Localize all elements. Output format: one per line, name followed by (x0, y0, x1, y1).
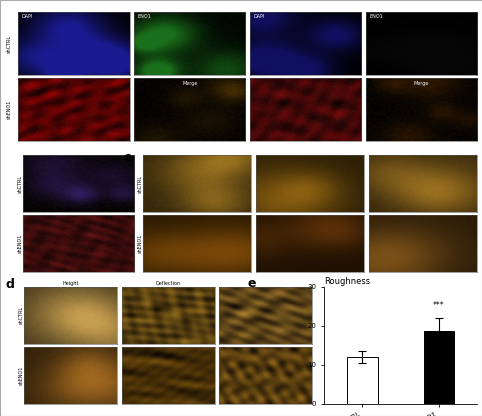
Text: ENO1: ENO1 (137, 15, 151, 20)
Text: d: d (6, 278, 15, 291)
Text: c: c (124, 151, 131, 164)
Y-axis label: shCTRL: shCTRL (19, 306, 24, 324)
Text: Roughness: Roughness (324, 277, 370, 286)
Y-axis label: shCTRL: shCTRL (17, 175, 23, 193)
Bar (424, 332, 454, 404)
Y-axis label: shENO1: shENO1 (19, 365, 24, 385)
Title: Height: Height (63, 281, 79, 286)
Text: shCTRL: shCTRL (7, 35, 12, 53)
Bar (347, 357, 377, 404)
Text: Merge: Merge (414, 82, 429, 87)
Text: shENO1: shENO1 (7, 100, 12, 119)
Text: DAPI: DAPI (254, 15, 265, 20)
Y-axis label: shCTRL: shCTRL (138, 175, 143, 193)
Text: DAPI: DAPI (22, 15, 33, 20)
Text: Merge: Merge (182, 82, 198, 87)
Y-axis label: shENO1: shENO1 (138, 234, 143, 253)
Y-axis label: shENO1: shENO1 (17, 234, 23, 253)
Text: e: e (247, 277, 256, 290)
Text: ***: *** (433, 301, 445, 310)
Title: Deflection: Deflection (156, 281, 181, 286)
Text: ENO1: ENO1 (369, 15, 383, 20)
